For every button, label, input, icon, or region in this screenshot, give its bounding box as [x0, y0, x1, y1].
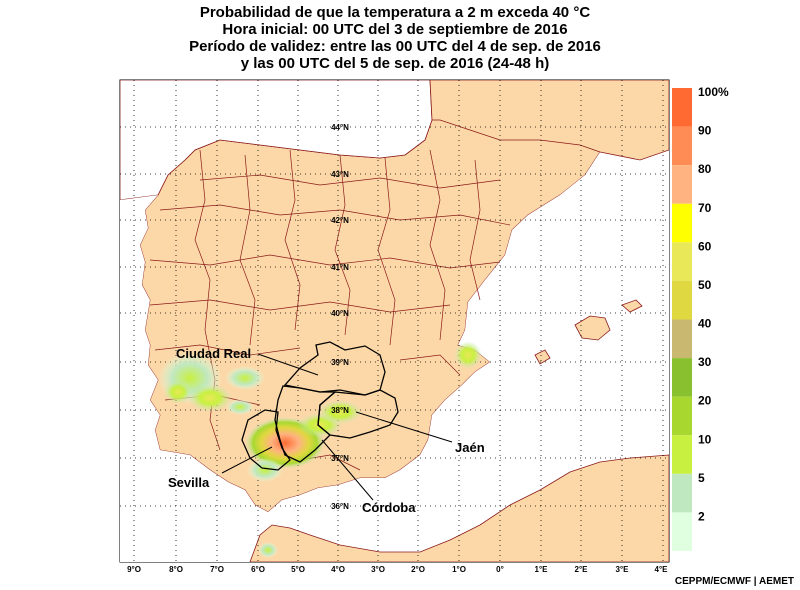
- lon-label: 7°O: [210, 565, 224, 574]
- lon-label: 8°O: [169, 565, 183, 574]
- latitude-labels: 44°N 43°N 42°N 41°N 40°N 39°N 38°N 37°N …: [331, 123, 349, 511]
- mallorca: [574, 315, 611, 341]
- lon-label: 0°: [496, 565, 504, 574]
- credit-text: CEPPM/ECMWF | AEMET: [674, 576, 794, 587]
- lat-label: 41°N: [331, 263, 349, 272]
- lon-label: 4°O: [331, 565, 345, 574]
- cordoba-outline: [274, 385, 337, 463]
- lat-label: 42°N: [331, 216, 349, 225]
- lon-label: 5°O: [291, 565, 305, 574]
- lon-label: 6°O: [251, 565, 265, 574]
- legend-label: 40: [698, 317, 712, 331]
- map-title: Probabilidad de que la temperatura a 2 m…: [120, 4, 670, 72]
- legend-label: 20: [698, 394, 712, 408]
- north-africa-land: [249, 454, 669, 562]
- legend-label: 30: [698, 355, 712, 369]
- lat-label: 38°N: [331, 406, 349, 415]
- legend-swatch: [672, 126, 692, 166]
- legend-label: 60: [698, 239, 712, 253]
- legend-label: 5: [698, 471, 705, 485]
- province-labels: Ciudad Real Jaén Sevilla Córdoba: [168, 346, 485, 515]
- legend-swatch: [672, 88, 692, 127]
- legend-swatch: [672, 512, 692, 551]
- lon-label: 9°O: [127, 565, 141, 574]
- lon-label: 2°E: [575, 565, 589, 574]
- label-cordoba: Córdoba: [362, 500, 416, 515]
- legend-swatch: [672, 165, 692, 204]
- title-line-2: Hora inicial: 00 UTC del 3 de septiembre…: [222, 21, 568, 38]
- highlighted-provinces: [241, 341, 399, 471]
- title-line-1: Probabilidad de que la temperatura a 2 m…: [199, 4, 591, 21]
- label-jaen: Jaén: [455, 440, 485, 455]
- legend-swatch: [672, 358, 692, 397]
- mediterranean-sea: [120, 150, 669, 562]
- legend-label: 50: [698, 278, 712, 292]
- lat-label: 43°N: [331, 170, 349, 179]
- leader-lines: [221, 353, 453, 501]
- lon-label: 2°O: [411, 565, 425, 574]
- label-ciudad-real: Ciudad Real: [176, 346, 251, 361]
- bay-of-biscay: [120, 80, 433, 201]
- sevilla-outline: [241, 409, 291, 471]
- legend-swatch: [672, 280, 692, 320]
- atlantic-ocean: [120, 195, 160, 450]
- france-land: [429, 80, 669, 161]
- menorca: [621, 299, 643, 313]
- legend-swatch: [672, 435, 692, 474]
- legend-label: 80: [698, 162, 712, 176]
- lat-label: 37°N: [331, 454, 349, 463]
- legend-label: 10: [698, 432, 712, 446]
- legend-swatch: [672, 396, 692, 436]
- legend-swatch: [672, 319, 692, 359]
- lat-label: 36°N: [331, 502, 349, 511]
- legend-label: 70: [698, 201, 712, 215]
- label-sevilla: Sevilla: [168, 475, 210, 490]
- ibiza: [534, 349, 551, 365]
- legend-colorbar: 100% 90 80 70 60 50 40 30 20 10 5 2: [672, 85, 729, 551]
- longitude-labels: 9°O 8°O 7°O 6°O 5°O 4°O 3°O 2°O 1°O 0° 1…: [127, 565, 668, 574]
- lat-label: 40°N: [331, 309, 349, 318]
- legend-swatch: [672, 242, 692, 281]
- ciudad-real-outline: [283, 341, 386, 396]
- graticule: [120, 80, 669, 562]
- legend-label: 2: [698, 509, 705, 523]
- lon-label: 3°O: [371, 565, 385, 574]
- lon-label: 3°E: [616, 565, 630, 574]
- legend-swatch: [672, 203, 692, 243]
- legend-swatch: [672, 473, 692, 513]
- lon-label: 4°E: [655, 565, 669, 574]
- title-line-4: y las 00 UTC del 5 de sep. de 2016 (24-4…: [240, 55, 550, 72]
- lat-label: 39°N: [331, 358, 349, 367]
- lon-label: 1°E: [535, 565, 549, 574]
- legend-label: 90: [698, 124, 712, 138]
- lon-label: 1°O: [452, 565, 466, 574]
- legend-label: 100%: [698, 85, 729, 99]
- lat-label: 44°N: [331, 123, 349, 132]
- probability-field: [158, 341, 482, 558]
- title-line-3: Período de validez: entre las 00 UTC del…: [189, 38, 601, 55]
